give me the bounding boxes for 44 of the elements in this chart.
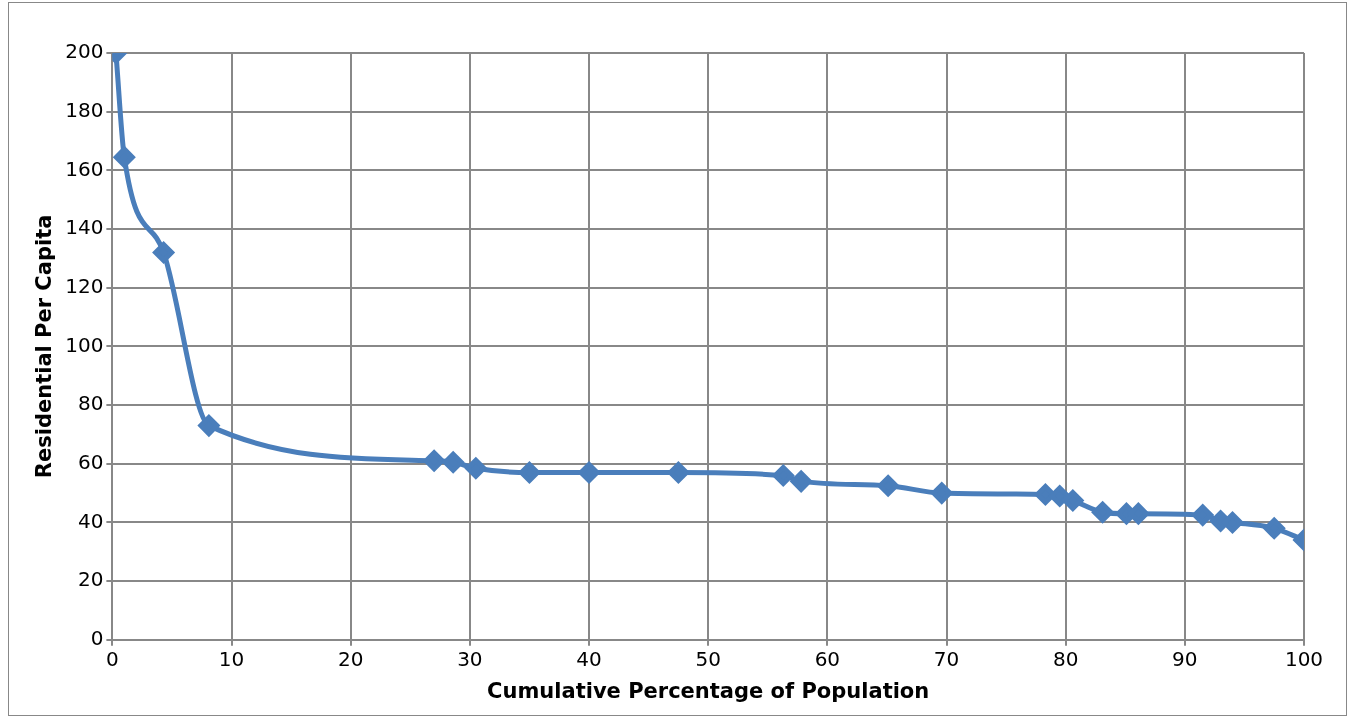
- x-tick-label: 0: [106, 647, 119, 671]
- point: [113, 146, 135, 168]
- y-tick-label: 80: [77, 391, 104, 416]
- point: [1263, 517, 1285, 539]
- y-tick-label: 120: [65, 273, 104, 298]
- x-tick-label: 30: [457, 647, 483, 671]
- point: [667, 462, 689, 484]
- point: [153, 242, 175, 264]
- x-tick-label: 70: [933, 647, 960, 671]
- x-tick-label: 60: [814, 647, 841, 671]
- y-tick-label: 0: [90, 626, 104, 650]
- x-tick-label: 10: [218, 647, 245, 671]
- x-tick-label: 40: [576, 647, 602, 671]
- x-tick-label: 20: [337, 647, 364, 671]
- point: [198, 415, 220, 437]
- y-tick-label: 60: [77, 449, 104, 474]
- x-tick-label: 50: [695, 647, 721, 671]
- point: [423, 450, 445, 472]
- y-tick-label: 40: [77, 508, 104, 533]
- y-tick-label: 180: [65, 97, 104, 122]
- point: [931, 482, 953, 504]
- point: [790, 470, 812, 492]
- point: [442, 451, 464, 473]
- y-tick-label: 20: [77, 567, 104, 592]
- point: [1192, 504, 1214, 526]
- y-tick-label: 200: [65, 39, 104, 64]
- point: [518, 462, 540, 484]
- point: [578, 462, 600, 484]
- point: [1222, 511, 1243, 533]
- x-tick-label: 100: [1284, 647, 1324, 671]
- y-tick-label: 140: [65, 215, 104, 240]
- point: [1034, 484, 1056, 506]
- point: [772, 465, 794, 486]
- x-axis-title: Cumulative Percentage of Population: [487, 678, 930, 703]
- point: [1092, 501, 1114, 523]
- x-tick-label: 80: [1052, 647, 1079, 671]
- y-tick-label: 100: [65, 332, 104, 357]
- x-tick-label: 90: [1172, 647, 1198, 671]
- y-axis-title: Residential Per Capita: [32, 214, 57, 479]
- y-tick-label: 160: [65, 156, 104, 181]
- point: [1062, 489, 1084, 511]
- point: [465, 457, 487, 479]
- point: [1049, 485, 1071, 507]
- point: [877, 475, 899, 497]
